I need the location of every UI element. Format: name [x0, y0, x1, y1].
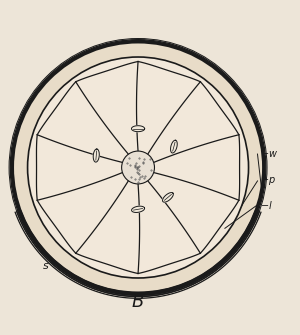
Polygon shape [163, 193, 173, 202]
Circle shape [13, 42, 263, 293]
Text: $s$: $s$ [43, 261, 50, 271]
Text: $-w$: $-w$ [260, 149, 279, 159]
Text: $B$: $B$ [131, 293, 145, 311]
Polygon shape [132, 206, 145, 212]
Text: $-p$: $-p$ [260, 175, 276, 187]
Polygon shape [170, 140, 177, 153]
Polygon shape [131, 126, 145, 132]
Circle shape [122, 151, 154, 184]
Text: $-l$: $-l$ [260, 199, 273, 211]
Circle shape [28, 57, 248, 278]
Polygon shape [93, 149, 99, 162]
Circle shape [13, 42, 263, 293]
